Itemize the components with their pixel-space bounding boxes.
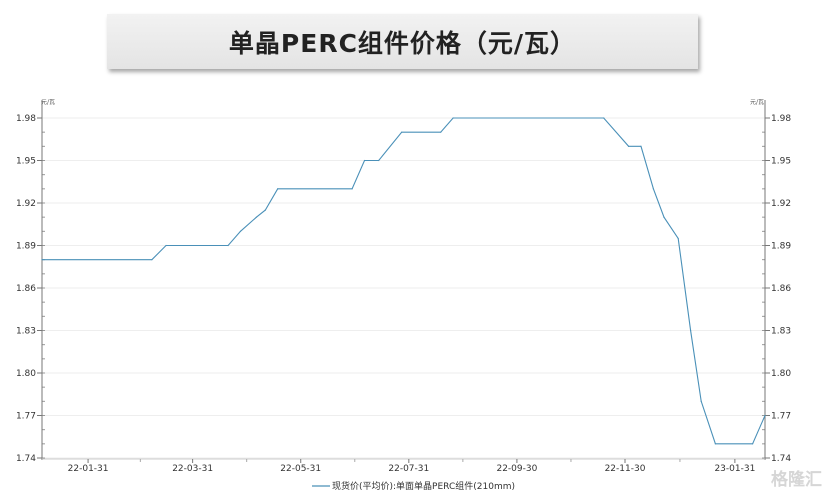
y-tick-label-right: 1.95 [771,157,791,167]
y-tick-label-left: 1.83 [16,327,36,337]
data-point [378,159,380,162]
y-tick-label-left: 1.89 [16,242,36,252]
chart-title-box: 单晶PERC组件价格（元/瓦） [107,14,698,69]
y-tick-label-left: 1.77 [16,412,36,422]
data-point [165,244,167,247]
data-point [351,188,353,190]
y-tick-label-left: 1.98 [16,114,36,124]
data-point [227,244,229,247]
legend-label: 现货价(平均价):单面单晶PERC组件(210mm) [332,480,515,492]
data-point [663,216,665,218]
x-tick-label: 22-03-31 [172,464,213,474]
x-tick-label: 22-09-30 [496,464,537,474]
y-tick-label-right: 1.86 [771,284,791,294]
data-point [151,259,153,261]
data-point [363,159,366,162]
data-point [440,131,442,133]
x-tick-label: 22-05-31 [280,464,321,474]
y-tick-label-right: 1.77 [771,412,791,422]
x-tick-label: 22-07-31 [388,464,429,474]
series-line [42,117,766,445]
data-point [652,188,654,190]
y-tick-label-left: 1.74 [16,454,36,464]
y-tick-label-right: 1.98 [771,114,791,124]
data-point [239,230,242,232]
y-tick-label-right: 1.89 [771,242,791,252]
y-tick-label-left: 1.95 [16,157,36,167]
data-point [751,443,754,445]
data-point [41,259,43,261]
data-point [603,117,605,119]
data-point [700,400,702,402]
y-tick-label-left: 1.92 [16,199,36,209]
y-unit-left: 元/瓦 [41,99,55,106]
data-point [640,145,642,147]
y-tick-label-right: 1.80 [771,369,791,379]
y-tick-label-left: 1.80 [16,369,36,379]
data-point [401,131,403,133]
watermark-text: 格隆汇 [771,470,822,490]
x-tick-label: 23-01-31 [714,464,755,474]
watermark-logo: 格隆汇 [771,465,822,490]
y-tick-label-right: 1.74 [771,454,791,464]
data-point [689,329,692,332]
y-tick-label-left: 1.86 [16,284,36,294]
data-point [627,145,630,147]
data-point [764,414,766,417]
data-point [264,209,266,211]
chart-title: 单晶PERC组件价格（元/瓦） [228,28,577,58]
x-tick-label: 22-01-31 [68,464,109,474]
data-point [277,188,279,190]
data-point [255,216,258,218]
data-point [452,117,454,119]
y-unit-right: 元/瓦 [750,99,764,106]
x-tick-label: 22-11-30 [605,464,646,474]
data-point [714,443,716,445]
y-tick-label-right: 1.92 [771,199,791,209]
y-tick-label-right: 1.83 [771,327,791,337]
data-point [677,237,679,240]
